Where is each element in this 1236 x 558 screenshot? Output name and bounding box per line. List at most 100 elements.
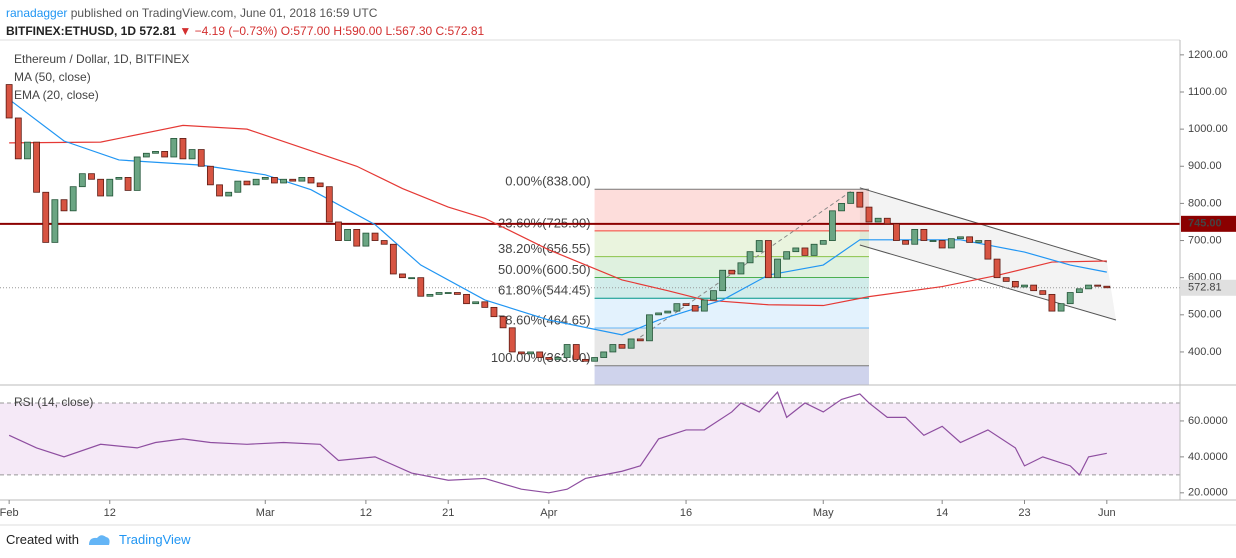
candle <box>801 247 809 256</box>
price-pane: 0.00%(838.00)23.60%(725.90)38.20%(656.55… <box>0 84 1180 385</box>
candle <box>389 243 397 275</box>
x-tick-label: Apr <box>540 507 557 519</box>
candle <box>902 240 909 245</box>
candle <box>893 223 900 241</box>
candle <box>463 293 470 305</box>
fib-label: 0.00%(838.00) <box>505 174 590 189</box>
channel-line <box>859 187 1107 263</box>
legend-entry: MA (50, close) <box>14 70 91 84</box>
candle <box>774 258 781 279</box>
candle <box>225 191 233 197</box>
x-tick-label: 12 <box>360 507 372 519</box>
candle <box>298 177 306 182</box>
candle <box>664 310 672 314</box>
candle <box>417 277 425 297</box>
candle <box>33 141 40 193</box>
symbol: BITFINEX:ETHUSD, 1D <box>6 24 137 38</box>
candle <box>819 240 827 245</box>
candle <box>1057 303 1065 312</box>
publisher[interactable]: ranadagger <box>6 6 68 20</box>
candle <box>69 186 77 212</box>
candle <box>188 149 196 160</box>
candle <box>957 236 964 240</box>
fib-label: 38.20%(656.55) <box>498 241 591 256</box>
y-tick-label: 400.00 <box>1188 346 1222 358</box>
fib-label: 61.80%(544.45) <box>498 283 591 298</box>
candle <box>1066 292 1074 305</box>
brand[interactable]: TradingView <box>118 532 191 547</box>
candle <box>691 305 699 312</box>
x-tick-label: Mar <box>256 507 275 519</box>
created-with: Created with <box>6 532 79 547</box>
legend-title: Ethereum / Dollar, 1D, BITFINEX <box>14 52 189 66</box>
candle <box>572 344 580 360</box>
candle <box>371 232 379 241</box>
candle <box>975 240 983 243</box>
y-tick-label: 1000.00 <box>1188 123 1228 135</box>
candle <box>216 184 223 197</box>
y-tick-label: 1200.00 <box>1188 49 1228 61</box>
candle <box>362 232 370 247</box>
candle <box>984 240 992 260</box>
candle <box>353 228 361 247</box>
candle <box>42 191 50 243</box>
fib-band <box>594 277 869 299</box>
last: 572.81 <box>139 24 177 38</box>
candle <box>1030 284 1038 292</box>
candle <box>1048 293 1056 312</box>
candle <box>271 177 278 184</box>
fib-band <box>594 256 869 278</box>
rsi-pane <box>0 391 1180 494</box>
candle <box>142 152 150 158</box>
candle <box>582 358 589 362</box>
y-tick-label: 500.00 <box>1188 309 1222 321</box>
candle <box>234 180 242 193</box>
x-tick-label: Jun <box>1098 507 1116 519</box>
candle <box>325 186 333 223</box>
candle <box>993 258 1001 279</box>
candle <box>261 177 269 180</box>
candle <box>60 199 68 212</box>
candle <box>517 351 525 355</box>
candle <box>536 351 544 358</box>
candle <box>719 269 727 292</box>
candle <box>728 269 736 275</box>
candle <box>508 327 516 353</box>
y-tick-label: 20.0000 <box>1188 487 1228 499</box>
candle <box>847 191 855 204</box>
candle <box>5 84 13 119</box>
candle <box>197 149 205 167</box>
candle <box>929 240 937 242</box>
axes: Ethereum / Dollar, 1D, BITFINEX MA (50, c… <box>0 39 1236 526</box>
candle <box>179 138 187 160</box>
candle <box>755 240 763 253</box>
candle <box>1039 290 1047 295</box>
hline-tag <box>1181 215 1236 232</box>
x-tick-label: 16 <box>680 507 692 519</box>
candle <box>783 251 791 260</box>
candle <box>710 290 717 301</box>
footer: Created with TradingView <box>6 532 191 547</box>
fib-band <box>594 327 869 366</box>
candle <box>1011 280 1019 288</box>
candle <box>408 277 416 280</box>
indicator-line <box>9 124 1107 307</box>
candle <box>947 238 955 249</box>
candle <box>97 178 105 197</box>
candle <box>966 236 974 243</box>
candle <box>1085 284 1092 290</box>
candle <box>161 151 169 158</box>
candle <box>810 243 818 256</box>
candle <box>316 182 324 188</box>
candle <box>481 301 489 308</box>
candle <box>874 217 882 223</box>
y-tick-label: 1100.00 <box>1188 86 1227 98</box>
candle <box>78 173 86 188</box>
candle <box>938 240 946 249</box>
x-tick-label: May <box>813 507 834 519</box>
candle <box>865 206 873 223</box>
x-tick-label: 14 <box>936 507 948 519</box>
candle <box>856 191 864 208</box>
y-tick-label: 800.00 <box>1188 197 1222 209</box>
